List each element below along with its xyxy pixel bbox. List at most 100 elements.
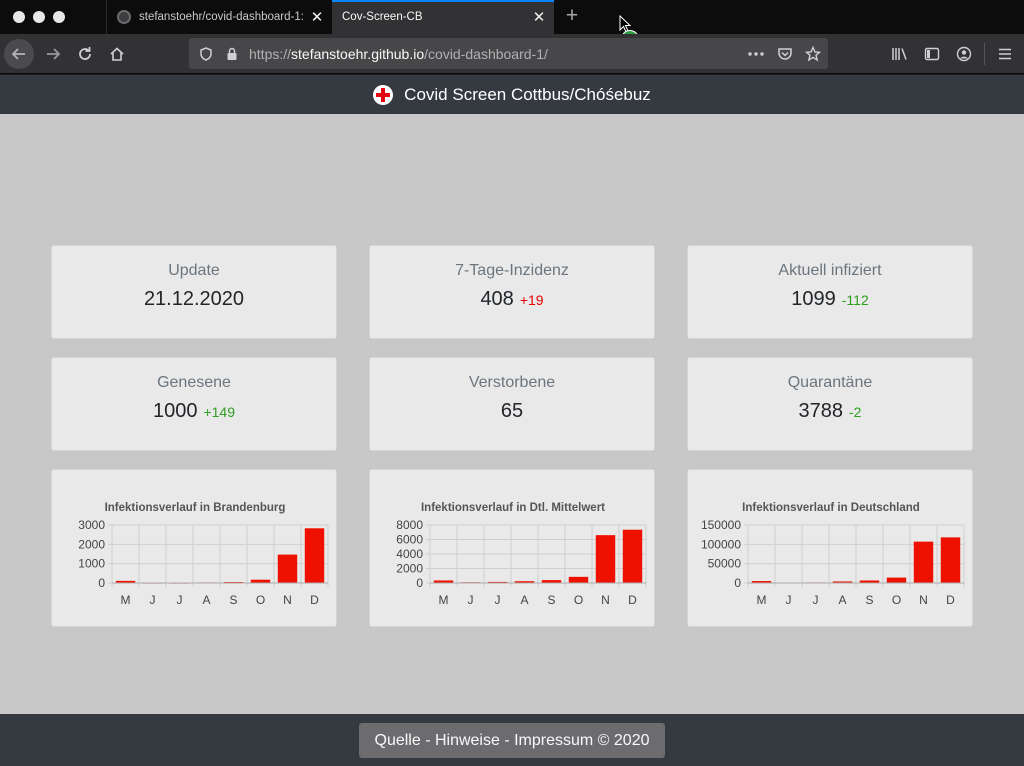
home-button[interactable] [102,39,132,69]
chart-card-deutschland: Infektionsverlauf in Deutschland 150000 10… [687,469,973,627]
x-tick-label: A [520,593,528,607]
new-tab-button[interactable]: + [565,4,579,27]
stat-value: 21.12.2020 [143,288,245,310]
bar [433,580,454,583]
library-icon [892,48,907,60]
bar [859,580,880,583]
bar [568,576,589,583]
bar [940,537,961,583]
footer: Quelle - Hinweise - Impressum © 2020 [0,714,1024,766]
x-tick-label: A [202,593,210,607]
lock-icon[interactable] [223,45,241,63]
window-minimize-dot[interactable] [33,11,45,23]
library-button[interactable] [885,39,915,69]
stat-card-infiziert: Aktuell infiziert 1099 -112 [687,245,973,339]
bar [304,528,325,583]
sidebar-button[interactable] [917,39,947,69]
x-tick-label: J [813,593,819,607]
home-icon [110,47,124,61]
stat-value-line: 1000 +149 [52,400,336,423]
tab-title: Cov-Screen-CB [342,11,423,23]
stat-value-line: 65 [370,400,654,423]
y-tick-label: 0 [98,576,105,590]
url-bar[interactable]: https://stefanstoehr.github.io/covid-das… [189,38,828,69]
pocket-icon[interactable] [776,45,794,63]
back-button[interactable] [4,39,34,69]
y-tick-label: 0 [416,576,423,590]
x-tick-label: A [838,593,846,607]
red-cross-icon [373,84,394,105]
stat-value: 65 [500,400,524,422]
y-tick-label: 4000 [396,547,423,561]
stat-card-verstorbene: Verstorbene 65 [369,357,655,451]
stat-label: Genesene [157,374,231,391]
y-tick-label: 2000 [78,537,105,551]
x-tick-label: N [601,593,610,607]
stat-label: Verstorbene [468,374,556,391]
tab-github[interactable]: stefanstoehr/covid-dashboard-1: ✕ [106,0,332,34]
x-tick-label: J [150,593,156,607]
bar [751,581,772,583]
arrow-right-icon [47,48,61,60]
stat-label: Update [168,262,220,279]
chart-title: Infektionsverlauf in Brandenburg [105,502,286,514]
dashboard-area: Update 21.12.2020 7-Tage-Inzidenz 408 +19… [0,114,1024,714]
close-icon[interactable]: ✕ [310,9,324,26]
x-tick-label: D [946,593,955,607]
stat-value-line: 3788 -2 [688,400,972,423]
bar [913,541,934,583]
x-tick-label: N [919,593,928,607]
bar [832,581,853,583]
bar [115,580,136,583]
stat-value: 1099 [791,288,836,310]
stat-value: 1000 [152,400,198,422]
github-icon [117,10,131,24]
x-tick-label: J [177,593,183,607]
url-text: https://stefanstoehr.github.io/covid-das… [249,46,548,62]
y-tick-label: 8000 [396,518,423,532]
shield-icon[interactable] [197,45,215,63]
bar [487,581,508,583]
arrow-left-icon [11,48,25,60]
stat-value-line: 408 +19 [370,288,654,311]
account-icon [956,46,972,62]
stat-label: Aktuell infiziert [778,262,882,279]
stat-card-update: Update 21.12.2020 [51,245,337,339]
account-button[interactable] [949,39,979,69]
x-tick-label: S [229,593,237,607]
app-header: Covid Screen Cottbus/Chóśebuz [0,75,1024,114]
reload-button[interactable] [70,39,100,69]
stat-delta: -2 [849,404,862,420]
bar [595,535,616,583]
star-icon[interactable] [804,45,822,63]
tab-cov-screen[interactable]: Cov-Screen-CB ✕ [332,0,554,34]
chart-title: Infektionsverlauf in Dtl. Mittelwert [421,502,605,514]
y-tick-label: 50000 [708,557,742,571]
forward-button[interactable] [38,39,68,69]
stat-value-line: 21.12.2020 [52,288,336,311]
stat-label: 7-Tage-Inzidenz [455,262,569,279]
more-dots-icon[interactable] [747,45,765,63]
stat-value: 3788 [798,400,844,422]
bar [514,581,535,583]
window-close-dot[interactable] [13,11,25,23]
close-icon[interactable]: ✕ [532,9,546,26]
stat-delta: +19 [519,292,544,308]
x-tick-label: O [256,593,265,607]
menu-button[interactable] [990,39,1020,69]
stat-value: 408 [480,288,514,310]
y-tick-label: 100000 [701,537,741,551]
x-tick-label: N [283,593,292,607]
y-tick-label: 150000 [701,518,741,532]
footer-links[interactable]: Quelle - Hinweise - Impressum © 2020 [359,723,665,758]
chart-dtl-mittelwert: Infektionsverlauf in Dtl. Mittelwert 8000… [396,502,647,607]
navigation-bar: https://stefanstoehr.github.io/covid-das… [0,34,1024,74]
bar [622,529,643,583]
window-zoom-dot[interactable] [53,11,65,23]
x-tick-label: S [547,593,555,607]
sidebar-icon [924,47,940,61]
bar [277,554,298,583]
x-tick-label: J [495,593,501,607]
x-tick-label: O [574,593,583,607]
